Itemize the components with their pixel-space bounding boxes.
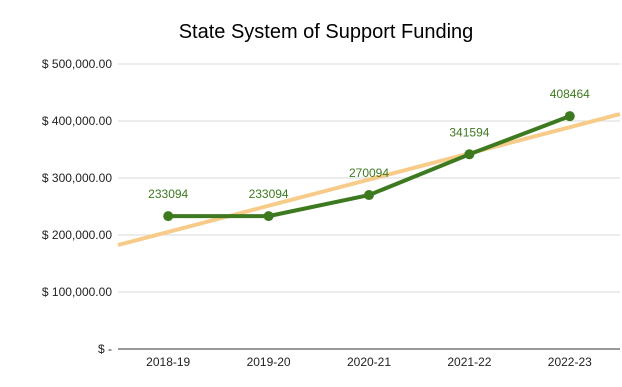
data-label: 270094 <box>349 166 389 180</box>
x-tick-label: 2018-19 <box>146 355 190 369</box>
data-label: 233094 <box>148 187 188 201</box>
y-tick-label: $ 200,000.00 <box>42 228 112 242</box>
y-axis: $ - $ 100,000.00 $ 200,000.00 $ 300,000.00 $… <box>42 57 112 356</box>
x-axis: 2018-19 2019-20 2020-21 2021-22 2022-23 <box>146 355 592 369</box>
data-label: 233094 <box>249 187 289 201</box>
data-labels: 233094 233094 270094 341594 408464 <box>148 87 590 201</box>
y-tick-label: $ 100,000.00 <box>42 285 112 299</box>
grid-lines <box>118 63 620 350</box>
data-point <box>163 211 174 222</box>
y-tick-label: $ 300,000.00 <box>42 171 112 185</box>
trendline <box>117 112 621 247</box>
x-tick-label: 2021-22 <box>447 355 491 369</box>
data-point <box>564 111 575 122</box>
y-tick-label: $ - <box>98 342 112 356</box>
data-label: 341594 <box>449 125 489 139</box>
trendline-group <box>117 112 621 247</box>
x-tick-label: 2022-23 <box>548 355 592 369</box>
data-label: 408464 <box>550 87 590 101</box>
data-point <box>263 211 274 222</box>
data-point <box>364 190 374 201</box>
chart-title: State System of Support Funding <box>179 21 474 43</box>
y-tick-label: $ 500,000.00 <box>42 57 112 71</box>
x-tick-label: 2020-21 <box>347 355 391 369</box>
series-group <box>163 111 575 222</box>
data-point <box>464 149 475 160</box>
y-tick-label: $ 400,000.00 <box>42 114 112 128</box>
x-tick-label: 2019-20 <box>247 355 291 369</box>
